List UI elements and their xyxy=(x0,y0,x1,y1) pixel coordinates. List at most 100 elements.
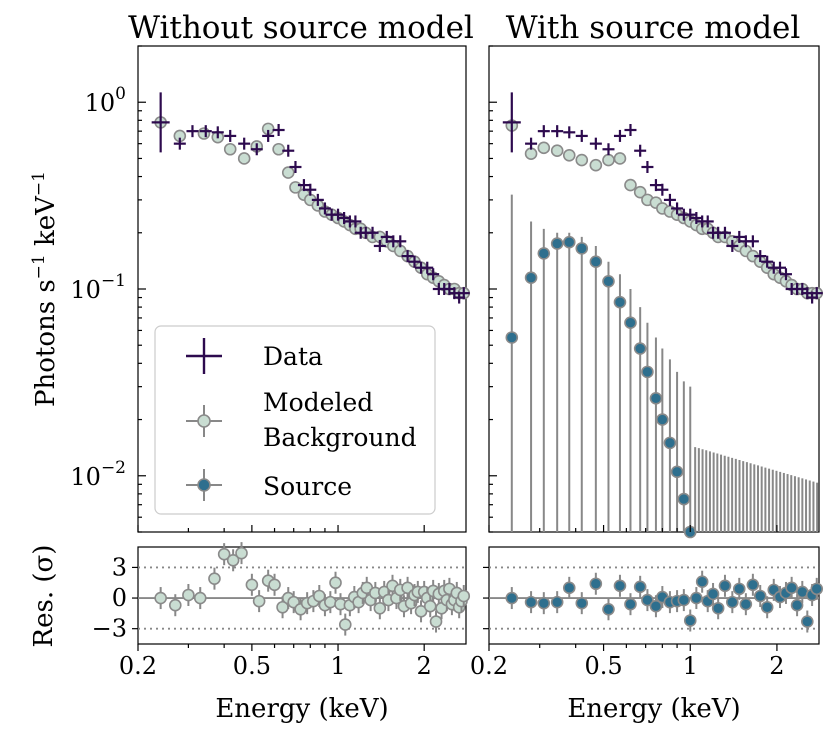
data-point xyxy=(656,183,669,196)
data-point xyxy=(613,129,626,142)
x-tick-label: 0.5 xyxy=(233,652,271,680)
residual-point xyxy=(457,585,471,608)
source-point xyxy=(649,337,663,532)
residual-point xyxy=(217,543,231,566)
data-point xyxy=(332,208,345,221)
background-point xyxy=(562,148,576,162)
residual-point xyxy=(753,585,767,608)
source-point xyxy=(537,228,551,532)
x-tick-label: 1 xyxy=(330,652,345,680)
background-point xyxy=(589,158,603,172)
background-point xyxy=(237,152,251,165)
residual-point xyxy=(338,613,352,636)
data-point xyxy=(366,226,379,239)
residual-point xyxy=(760,596,774,619)
source-point xyxy=(670,371,684,532)
source-point xyxy=(683,386,697,539)
residual-point xyxy=(706,582,720,605)
residual-point xyxy=(268,573,281,596)
background-point xyxy=(613,152,627,165)
data-point xyxy=(427,268,440,281)
data-point xyxy=(502,92,521,153)
legend-source-marker xyxy=(186,469,222,501)
data-point xyxy=(575,129,588,142)
left-panel-title: Without source model xyxy=(128,10,474,46)
residual-point xyxy=(602,598,615,621)
residual-point xyxy=(193,587,207,610)
data-point xyxy=(272,124,285,137)
background-point xyxy=(223,142,237,156)
res-y-tick-label: −3 xyxy=(92,615,127,643)
residual-point xyxy=(414,600,428,623)
source-point xyxy=(589,245,603,532)
source-point xyxy=(663,359,677,532)
data-point xyxy=(701,215,714,228)
source-point xyxy=(550,232,564,532)
residual-point xyxy=(633,575,647,598)
residual-point xyxy=(429,610,443,633)
data-point xyxy=(186,125,199,138)
residual-point xyxy=(168,594,182,617)
data-point xyxy=(318,202,331,215)
x-tick-label: 2 xyxy=(417,652,432,680)
data-point xyxy=(634,144,647,157)
legend: Data Modeled Background Source xyxy=(154,325,436,515)
data-point xyxy=(754,250,767,263)
residual-point xyxy=(182,583,195,606)
residual-point xyxy=(550,591,564,614)
data-point xyxy=(289,160,302,173)
residual-point xyxy=(537,592,551,615)
data-point xyxy=(810,287,823,300)
data-point xyxy=(373,239,386,252)
right-main-plot xyxy=(502,92,824,539)
residual-point xyxy=(641,589,654,612)
source-upper-limit-bars xyxy=(694,447,819,532)
data-point xyxy=(746,235,759,248)
residual-point xyxy=(790,594,804,617)
background-point xyxy=(633,185,647,199)
residual-point xyxy=(613,574,627,597)
data-point xyxy=(551,125,564,138)
residual-point xyxy=(423,595,437,618)
source-point xyxy=(641,322,654,532)
data-point xyxy=(238,137,251,150)
source-point xyxy=(575,236,589,532)
residual-point xyxy=(369,581,382,604)
residual-point xyxy=(154,587,167,610)
data-point xyxy=(311,193,324,206)
x-tick-label: 0.5 xyxy=(584,652,622,680)
data-point xyxy=(602,143,615,156)
legend-data-label: Data xyxy=(263,342,323,371)
residual-point xyxy=(589,572,603,595)
data-point xyxy=(282,144,295,157)
source-point xyxy=(505,194,519,532)
residual-point xyxy=(801,610,814,633)
source-point xyxy=(656,348,669,532)
residual-point xyxy=(810,577,824,600)
background-point xyxy=(197,127,211,140)
residual-point xyxy=(208,567,221,590)
axis-ticks: 100 10−1 10−2 3 0 −3 0.2 0.5 1 2 0.2 0.5 1 2 xyxy=(70,45,785,680)
data-point xyxy=(349,215,362,228)
left-main-plot xyxy=(151,92,471,304)
legend-source-label: Source xyxy=(263,472,352,501)
background-point xyxy=(272,142,285,156)
data-point xyxy=(211,126,224,139)
data-point xyxy=(173,137,186,150)
source-point xyxy=(624,289,637,532)
data-point xyxy=(649,179,662,192)
residual-point xyxy=(739,593,753,616)
data-point xyxy=(589,137,602,150)
data-point xyxy=(408,255,421,268)
residual-point xyxy=(683,609,697,632)
left-x-axis-label: Energy (keV) xyxy=(215,694,388,724)
data-point xyxy=(641,160,654,173)
res-y-tick-label: 3 xyxy=(112,553,127,581)
residual-point xyxy=(624,593,637,616)
residual-point xyxy=(726,591,739,614)
legend-background-marker xyxy=(186,405,222,437)
right-x-axis-label: Energy (keV) xyxy=(567,694,740,724)
x-tick-label: 1 xyxy=(683,652,698,680)
data-point xyxy=(380,230,393,243)
